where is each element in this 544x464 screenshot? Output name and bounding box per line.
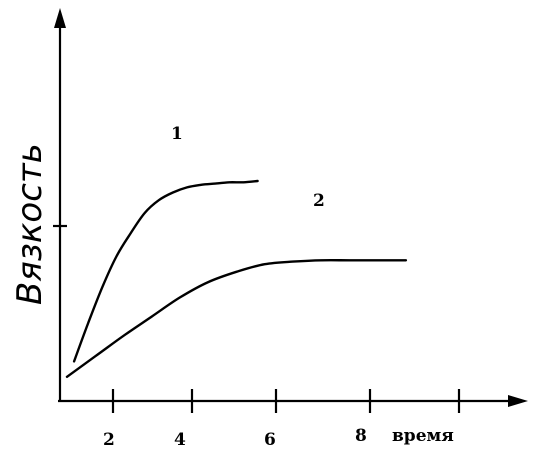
series-2-label: 2 [313,191,325,211]
x-tick-label-6: 6 [264,430,276,450]
x-axis-arrow [508,395,528,407]
series-1-label: 1 [171,124,183,144]
x-tick-label-8: 8 [355,426,367,446]
y-axis-title: Вязкость [10,143,50,305]
series-1-line [72,179,259,363]
y-axis-arrow [54,8,66,28]
series-2-line [65,259,408,378]
x-ticks [111,389,461,413]
x-axis-title: время [392,426,454,446]
x-tick-label-4: 4 [174,430,186,450]
x-tick-label-2: 2 [103,430,115,450]
